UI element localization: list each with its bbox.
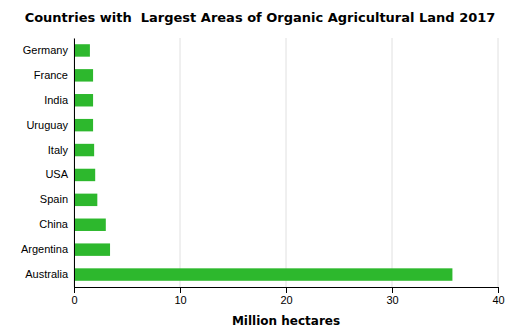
x-tick: 30 xyxy=(386,287,398,306)
y-tick: Spain xyxy=(40,193,68,205)
bar xyxy=(74,44,90,56)
bar xyxy=(74,243,110,255)
y-tick: Germany xyxy=(23,44,69,56)
y-tick: Uruguay xyxy=(26,119,68,131)
x-axis-title: Million hectares xyxy=(232,314,340,328)
bar xyxy=(74,268,452,280)
bar xyxy=(74,94,93,106)
y-tick-label: Argentina xyxy=(21,243,69,255)
y-tick: Italy xyxy=(48,144,69,156)
grid xyxy=(74,38,498,287)
x-tick-label: 40 xyxy=(492,294,504,306)
y-tick: Argentina xyxy=(21,243,69,255)
x-tick: 20 xyxy=(280,287,292,306)
x-tick-label: 20 xyxy=(280,294,292,306)
x-tick-label: 30 xyxy=(386,294,398,306)
grid-line xyxy=(498,38,499,287)
title: Countries with Largest Areas of Organic … xyxy=(25,10,496,25)
bar xyxy=(74,194,97,206)
y-tick: Australia xyxy=(25,268,69,280)
grid-line xyxy=(74,38,75,287)
bar xyxy=(74,144,94,156)
bar xyxy=(74,169,95,181)
grid-line xyxy=(180,38,181,287)
x-tick-mark xyxy=(74,287,75,293)
y-tick-label: Spain xyxy=(40,193,68,205)
y-tick-label: Germany xyxy=(23,44,69,56)
y-tick-label: China xyxy=(39,218,69,230)
x-tick-label: 0 xyxy=(71,294,77,306)
grid-line xyxy=(392,38,393,287)
plot: 0 10 20 30 40 Australia Argentina China Spain USA… xyxy=(21,38,505,306)
bar xyxy=(74,119,93,131)
y-axis-line xyxy=(74,39,75,288)
x-tick-mark xyxy=(392,287,393,293)
x-tick-mark xyxy=(180,287,181,293)
y-tick-label: India xyxy=(44,94,69,106)
y-tick: France xyxy=(34,69,68,81)
x-tick: 10 xyxy=(174,287,186,306)
x-axis: 0 10 20 30 40 xyxy=(71,287,504,306)
y-tick-label: France xyxy=(34,69,68,81)
y-tick: China xyxy=(39,218,69,230)
bar xyxy=(74,69,93,81)
y-tick-label: USA xyxy=(45,168,68,180)
y-tick-label: Australia xyxy=(25,268,69,280)
y-tick: USA xyxy=(45,168,68,180)
y-tick-label: Italy xyxy=(48,144,69,156)
y-axis: Australia Argentina China Spain USA Italy Urug… xyxy=(21,39,75,288)
x-tick: 40 xyxy=(492,287,504,306)
x-axis-line xyxy=(75,288,499,294)
x-tick: 0 xyxy=(71,287,77,306)
bars xyxy=(74,44,452,281)
grid-line xyxy=(286,38,287,287)
x-tick-mark xyxy=(498,287,499,293)
y-tick-label: Uruguay xyxy=(26,119,68,131)
bar xyxy=(74,219,106,231)
x-tick-mark xyxy=(286,287,287,293)
y-tick: India xyxy=(44,94,69,106)
x-tick-label: 10 xyxy=(174,294,186,306)
chart: 0 10 20 30 40 Australia Argentina China Spain USA… xyxy=(0,0,520,335)
